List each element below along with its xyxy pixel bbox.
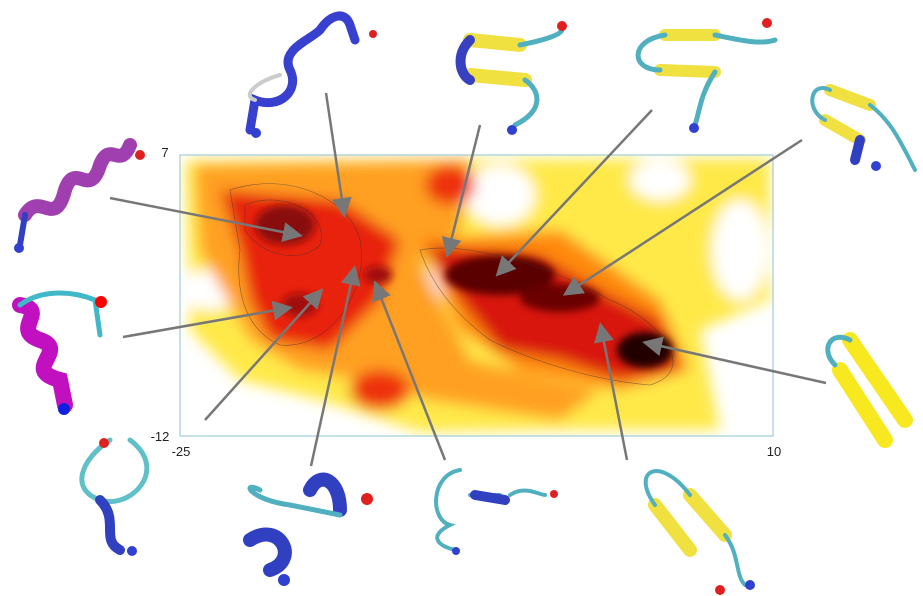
free-energy-map	[180, 155, 773, 436]
x-max-label: 10	[767, 444, 781, 459]
plot-frame	[179, 154, 774, 437]
arrows	[109, 92, 827, 467]
structures	[12, 11, 917, 595]
x-min-label: -25	[172, 444, 191, 459]
y-min-label: -12	[151, 429, 170, 444]
y-max-label: 7	[161, 145, 168, 160]
